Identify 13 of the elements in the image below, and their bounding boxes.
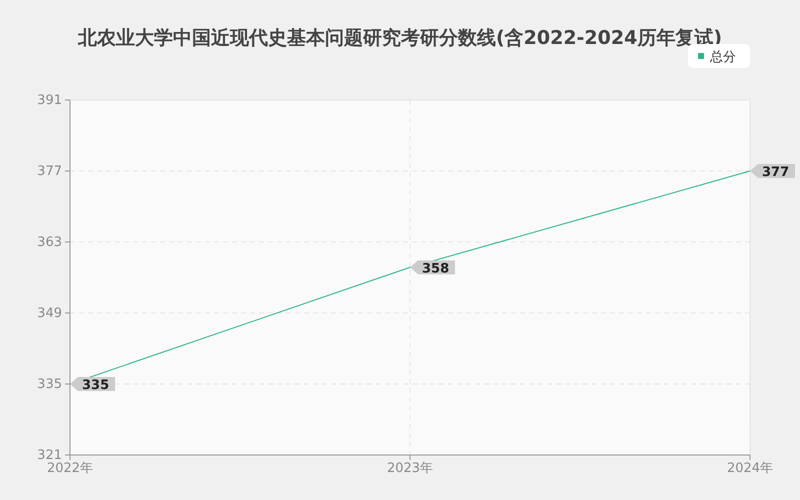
- y-tick-label: 363: [37, 235, 62, 250]
- x-tick-label: 2023年: [386, 461, 434, 476]
- y-tick-label: 321: [37, 448, 62, 463]
- y-tick-label: 349: [37, 306, 62, 321]
- y-tick-label: 391: [37, 93, 62, 108]
- legend-label: 总分: [709, 50, 736, 65]
- y-tick-label: 335: [37, 377, 62, 392]
- data-label: 377: [762, 165, 790, 180]
- x-tick-label: 2024年: [726, 461, 774, 476]
- data-label: 358: [422, 261, 450, 276]
- data-label: 335: [82, 378, 110, 393]
- y-tick-label: 377: [37, 164, 62, 179]
- x-tick-label: 2022年: [46, 461, 94, 476]
